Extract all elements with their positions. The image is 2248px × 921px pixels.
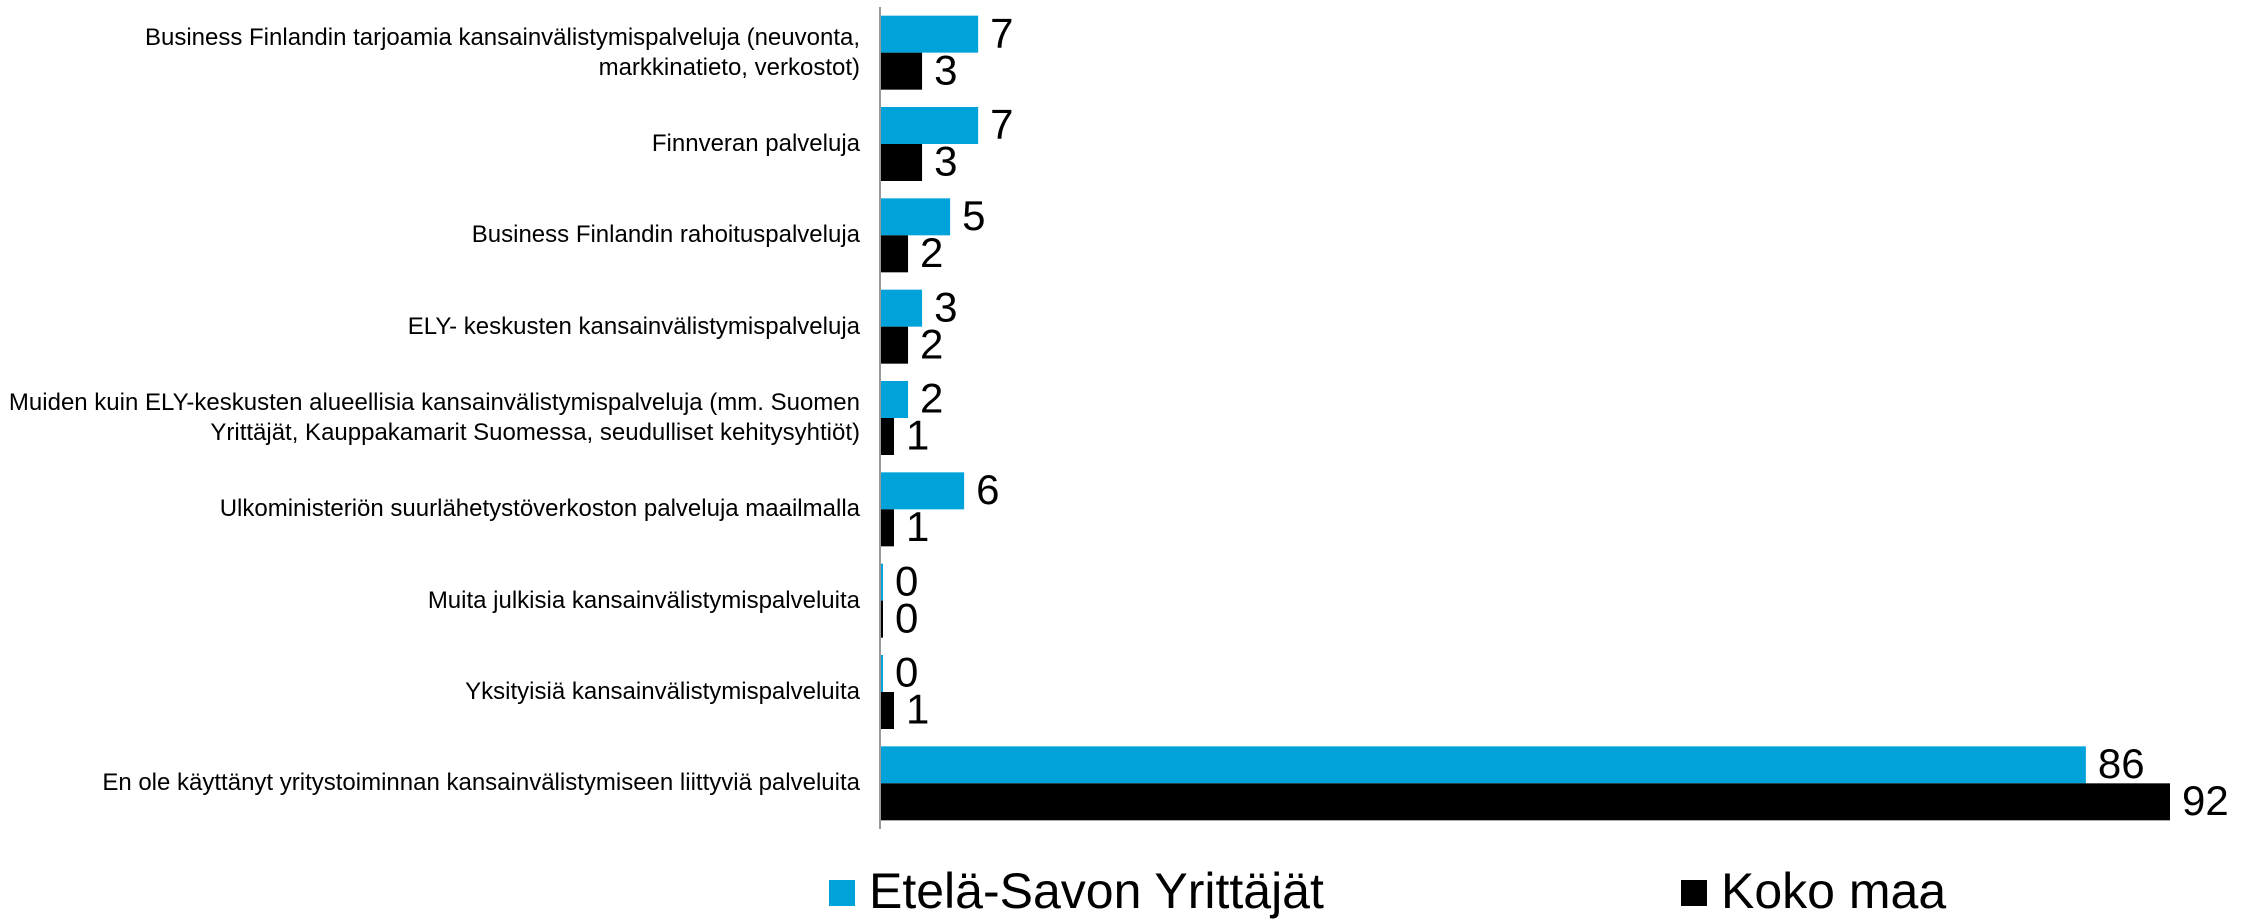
value-label: 2 bbox=[920, 320, 943, 367]
category-label: Business Finlandin tarjoamia kansainväli… bbox=[144, 23, 860, 81]
category-label: Business Finlandin rahoituspalveluja bbox=[471, 221, 860, 249]
value-label: 7 bbox=[990, 101, 1013, 148]
value-label: 3 bbox=[934, 46, 957, 93]
value-label: 1 bbox=[906, 503, 929, 550]
category-label: ELY- keskusten kansainvälistymispalveluj… bbox=[407, 312, 860, 340]
category-label: Muita julkisia kansainvälistymispalvelui… bbox=[427, 586, 860, 614]
bar bbox=[880, 600, 883, 638]
legend-label: Etelä-Savon Yrittäjät bbox=[869, 863, 1324, 919]
value-label: 7 bbox=[990, 9, 1013, 56]
value-label: 0 bbox=[895, 594, 918, 641]
category-label: Ulkoministeriön suurlähetystöverkoston p… bbox=[219, 495, 860, 523]
bar bbox=[880, 144, 923, 181]
bar bbox=[880, 235, 909, 273]
bar bbox=[880, 692, 895, 729]
value-label: 92 bbox=[2182, 777, 2229, 824]
bar bbox=[880, 107, 979, 144]
value-label: 2 bbox=[920, 375, 943, 422]
bar bbox=[880, 289, 923, 327]
value-label: 1 bbox=[906, 412, 929, 459]
bar bbox=[880, 746, 2086, 784]
category-label: En ole käyttänyt yritystoiminnan kansain… bbox=[102, 769, 860, 797]
bar bbox=[880, 52, 923, 90]
value-label: 0 bbox=[895, 649, 918, 696]
legend-swatch bbox=[1681, 880, 1707, 906]
bar bbox=[880, 655, 883, 692]
category-label: Yksityisiä kansainvälistymispalveluita bbox=[465, 678, 860, 705]
bar bbox=[880, 509, 895, 547]
value-label: 2 bbox=[920, 229, 943, 276]
value-label: 5 bbox=[962, 192, 985, 239]
bar bbox=[880, 381, 909, 418]
bar bbox=[880, 563, 883, 601]
value-label: 6 bbox=[976, 466, 999, 513]
bar bbox=[880, 472, 965, 510]
legend-label: Koko maa bbox=[1721, 863, 1946, 919]
legend-swatch bbox=[829, 880, 855, 906]
bar bbox=[880, 198, 951, 236]
value-label: 86 bbox=[2098, 740, 2145, 787]
bar bbox=[880, 15, 979, 53]
bar bbox=[880, 418, 895, 455]
value-label: 3 bbox=[934, 138, 957, 185]
value-label: 1 bbox=[906, 686, 929, 733]
value-label: 0 bbox=[895, 557, 918, 604]
category-label: Muiden kuin ELY-keskusten alueellisia ka… bbox=[8, 389, 860, 446]
value-label: 3 bbox=[934, 283, 957, 330]
category-label: Finnveran palveluja bbox=[651, 130, 860, 157]
bar bbox=[880, 326, 909, 364]
bar bbox=[880, 783, 2170, 821]
